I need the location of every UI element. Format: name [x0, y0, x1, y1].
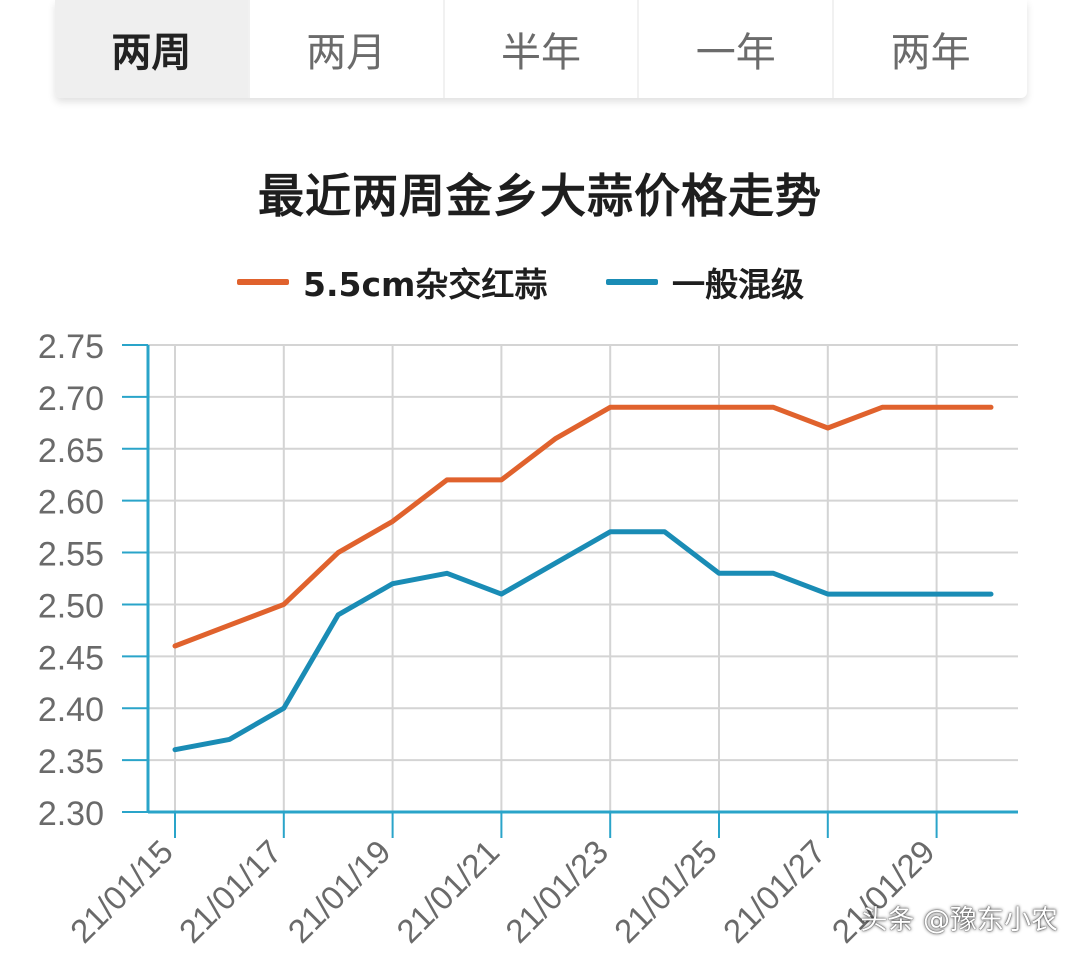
legend-swatch-red: [237, 279, 289, 285]
time-range-tabs: 两周 两月 半年 一年 两年: [55, 0, 1027, 98]
tab-two-years[interactable]: 两年: [890, 30, 971, 76]
y-tick-label: 2.75: [38, 328, 104, 366]
chart-title: 最近两周金乡大蒜价格走势: [258, 169, 822, 223]
y-tick-label: 2.55: [38, 536, 104, 574]
x-tick-label: 21/01/17: [172, 833, 289, 950]
y-tick-label: 2.45: [38, 639, 104, 677]
y-tick-label: 2.65: [38, 432, 104, 470]
tab-half-year[interactable]: 半年: [445, 0, 640, 98]
y-tick-label: 2.50: [38, 587, 104, 625]
tab-two-months[interactable]: 两月: [250, 0, 445, 98]
legend-swatch-blue: [606, 279, 658, 285]
y-tick-label: 2.30: [38, 795, 104, 833]
legend-item-mixed-grade[interactable]: 一般混级: [606, 258, 804, 306]
y-tick-label: 2.70: [38, 380, 104, 418]
series-line-red-garlic: [172, 404, 994, 649]
y-tick-label: 2.40: [38, 691, 104, 729]
tab-one-year[interactable]: 一年: [639, 0, 835, 98]
x-tick-label: 21/01/23: [498, 833, 615, 950]
y-tick-label: 2.35: [38, 743, 104, 781]
x-tick-label: 21/01/15: [63, 833, 180, 950]
x-tick-label: 21/01/25: [607, 833, 724, 950]
chart-legend: 5.5cm杂交红蒜 一般混级: [0, 258, 1080, 308]
x-tick-label: 21/01/19: [281, 833, 398, 950]
series-line-mixed-grade: [172, 529, 994, 753]
legend-label-red-garlic: 5.5cm杂交红蒜: [303, 265, 548, 304]
watermark: 头条 @豫东小农: [860, 905, 1058, 936]
y-tick-label: 2.60: [38, 484, 104, 522]
legend-item-red-garlic[interactable]: 5.5cm杂交红蒜: [237, 258, 547, 306]
x-tick-label: 21/01/21: [389, 833, 506, 950]
legend-label-mixed-grade: 一般混级: [672, 265, 804, 304]
tab-two-weeks[interactable]: 两周: [55, 0, 250, 98]
x-tick-label: 21/01/27: [716, 833, 833, 950]
